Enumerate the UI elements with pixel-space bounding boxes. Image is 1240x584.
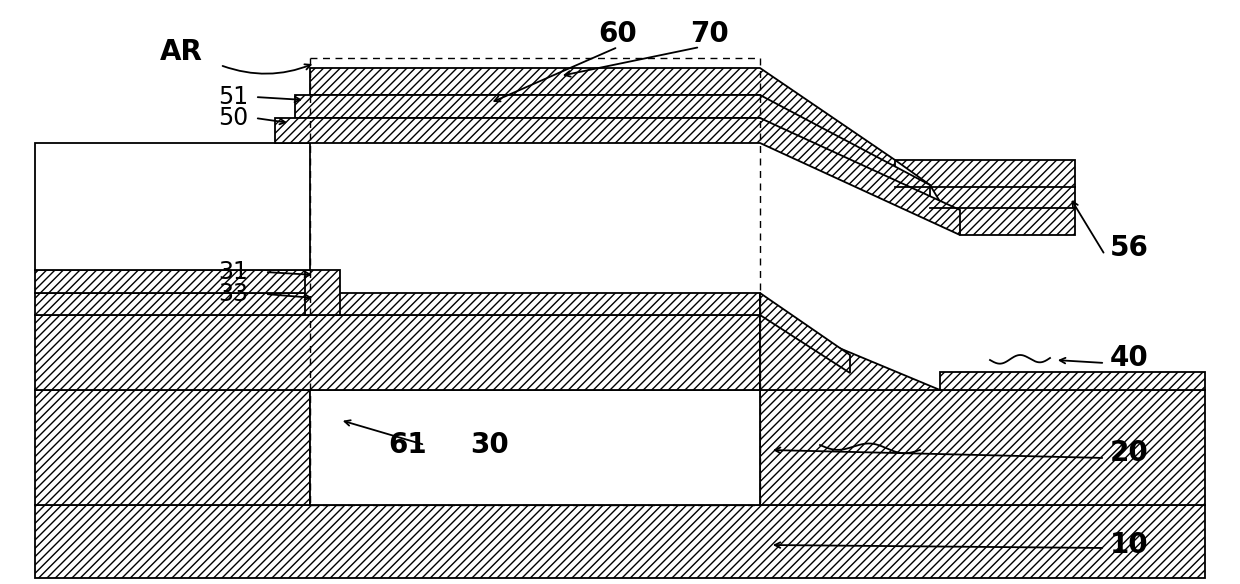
- Text: 61: 61: [388, 431, 427, 459]
- Polygon shape: [305, 270, 340, 315]
- Polygon shape: [310, 68, 895, 187]
- Text: 30: 30: [470, 431, 508, 459]
- Text: 60: 60: [598, 20, 637, 48]
- Text: 50: 50: [218, 106, 248, 130]
- Bar: [35, 390, 310, 505]
- Polygon shape: [895, 160, 1075, 235]
- Text: AR: AR: [160, 38, 203, 66]
- Bar: [35, 293, 310, 315]
- Polygon shape: [760, 315, 940, 390]
- Polygon shape: [275, 118, 960, 235]
- Text: 33: 33: [218, 282, 248, 306]
- Bar: [310, 390, 760, 505]
- Bar: [940, 372, 1205, 390]
- Text: 51: 51: [218, 85, 248, 109]
- Polygon shape: [760, 293, 849, 373]
- Bar: [35, 143, 310, 270]
- Bar: [35, 270, 310, 293]
- Text: 56: 56: [1110, 234, 1149, 262]
- Text: 40: 40: [1110, 344, 1148, 372]
- Polygon shape: [295, 95, 930, 208]
- Text: 20: 20: [1110, 439, 1148, 467]
- Bar: [310, 293, 760, 315]
- Bar: [35, 505, 1205, 578]
- Text: 31: 31: [218, 260, 248, 284]
- Text: 10: 10: [1110, 531, 1148, 559]
- Text: 70: 70: [689, 20, 729, 48]
- Bar: [760, 390, 1205, 505]
- Bar: [35, 315, 760, 390]
